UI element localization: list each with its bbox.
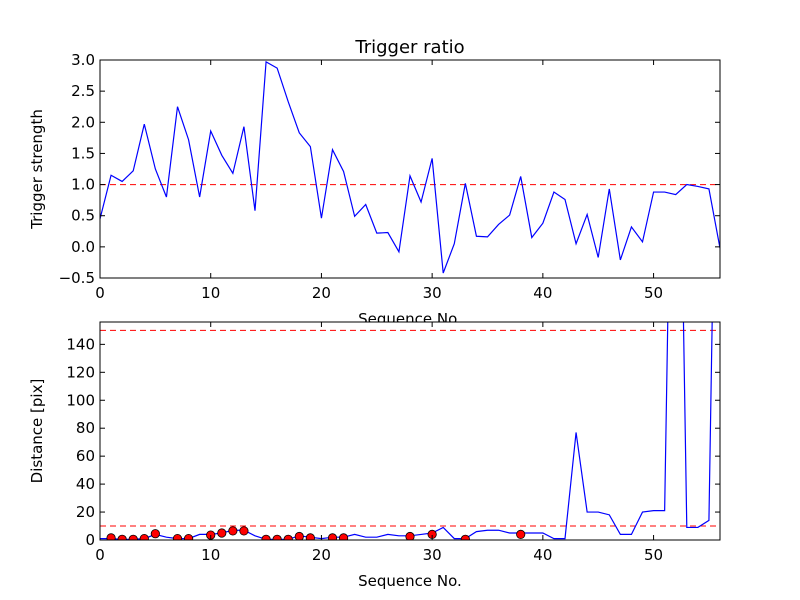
y-tick-label: 60 <box>76 447 95 465</box>
marker-point <box>405 531 415 540</box>
x-tick-label: 10 <box>201 546 220 564</box>
y-tick-label: 3.0 <box>71 51 95 69</box>
marker-point <box>239 526 249 536</box>
axes-frame <box>99 321 721 541</box>
marker-point <box>272 534 282 540</box>
marker-point <box>327 533 338 540</box>
marker-point <box>305 533 315 540</box>
y-axis-label: Trigger strength <box>28 109 46 230</box>
marker-point <box>516 529 526 540</box>
marker-point <box>217 528 227 538</box>
marker-point <box>294 531 304 540</box>
y-tick-label: 1.5 <box>71 144 95 162</box>
marker-point <box>460 534 470 540</box>
x-tick-label: 0 <box>95 546 105 564</box>
y-tick-label: 0 <box>85 531 95 549</box>
y-tick-label: 2.5 <box>71 82 95 100</box>
x-tick-label: 50 <box>644 546 663 564</box>
series-line-1 <box>100 60 720 274</box>
marker-point <box>128 534 138 540</box>
plot-area <box>100 322 720 540</box>
y-tick-label: 80 <box>76 419 95 437</box>
y-tick-label: 100 <box>66 391 95 409</box>
plot-area <box>100 60 720 278</box>
y-tick-label: 2.0 <box>71 113 95 131</box>
marker-point <box>150 529 160 539</box>
y-axis-label: Distance [pix] <box>28 379 46 484</box>
marker-point <box>172 534 183 540</box>
y-tick-label: 0.0 <box>71 238 95 256</box>
chart-title: Trigger ratio <box>354 37 464 58</box>
data-layer <box>100 60 720 274</box>
x-tick-label: 50 <box>644 284 663 302</box>
marker-point <box>283 534 293 540</box>
marker-point <box>139 534 149 540</box>
x-tick-label: 20 <box>312 284 331 302</box>
y-tick-label: 20 <box>76 503 95 521</box>
x-tick-label: 40 <box>533 284 552 302</box>
x-tick-label: 30 <box>423 284 442 302</box>
y-tick-label: 0.5 <box>71 207 95 225</box>
marker-point <box>183 534 194 540</box>
marker-point <box>228 526 238 536</box>
x-tick-label: 0 <box>95 284 105 302</box>
marker-point <box>338 533 349 540</box>
y-tick-label: 140 <box>66 335 95 353</box>
subplot-1: 0 10 20 30 40 50 −0.5 0.0 0.5 1.0 1.5 2.0 2.5 3.0 Trig… <box>28 37 721 328</box>
data-layer <box>100 322 720 540</box>
marker-point <box>261 534 271 540</box>
marker-point <box>117 534 127 540</box>
x-tick-label: 10 <box>201 284 220 302</box>
y-tick-label: 1.0 <box>71 176 95 194</box>
y-tick-label: 40 <box>76 475 95 493</box>
y-tick-label: −0.5 <box>59 269 95 287</box>
subplot-2: 0 10 20 30 40 50 0 20 40 60 80 100 120 140 Sequence No… <box>28 321 721 590</box>
marker-point <box>106 533 116 540</box>
axes-frame <box>99 59 721 279</box>
x-tick-label: 20 <box>312 546 331 564</box>
x-tick-label: 30 <box>423 546 442 564</box>
x-axis-label: Sequence No. <box>358 572 462 590</box>
x-tick-label: 40 <box>533 546 552 564</box>
y-tick-label: 120 <box>66 363 95 381</box>
